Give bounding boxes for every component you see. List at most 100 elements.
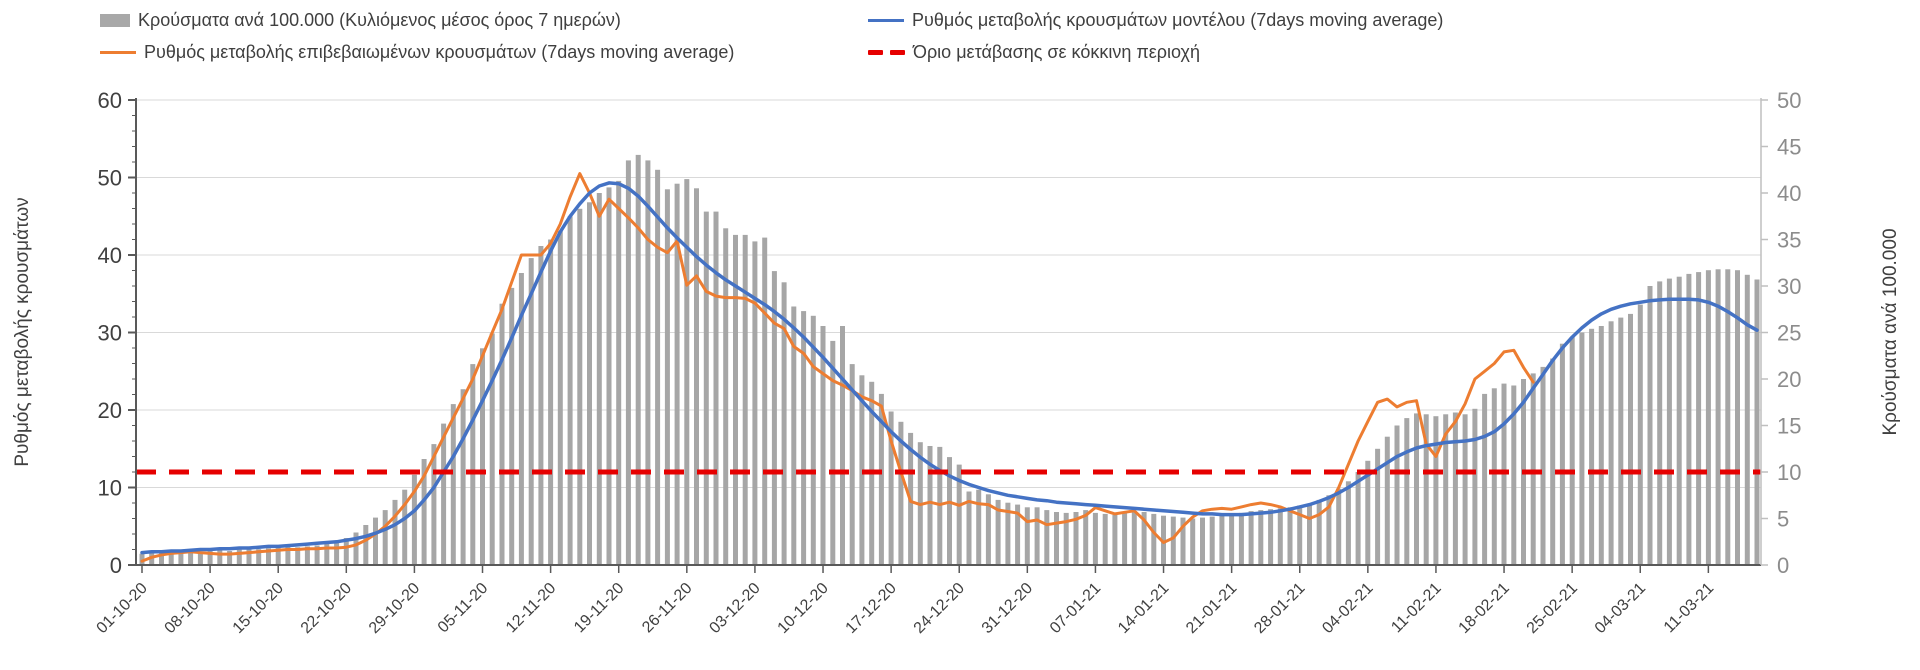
bar xyxy=(197,552,203,565)
bar xyxy=(1511,385,1517,565)
bar xyxy=(178,552,184,565)
bar xyxy=(149,552,155,565)
bar xyxy=(1735,270,1740,565)
bar xyxy=(840,326,845,565)
bar xyxy=(207,551,213,565)
x-tick-label: 14-01-21 xyxy=(1115,580,1172,637)
right-tick-label: 40 xyxy=(1777,181,1801,206)
bar xyxy=(227,551,233,565)
bar xyxy=(888,411,894,565)
bar xyxy=(859,375,865,565)
bar xyxy=(1112,514,1118,565)
bar xyxy=(1044,510,1050,565)
bar xyxy=(655,169,661,566)
confirmed-line-series xyxy=(140,172,1535,563)
legend-item-model-line: Ρυθμός μεταβολής κρουσμάτων μοντέλου (7d… xyxy=(868,10,1443,31)
bar xyxy=(1268,509,1274,565)
bar xyxy=(976,489,982,565)
bar xyxy=(528,258,534,565)
bar xyxy=(441,423,447,565)
x-tick-label: 29-10-20 xyxy=(366,580,423,637)
bar xyxy=(1628,313,1633,565)
gridlines xyxy=(136,99,1761,488)
bar xyxy=(947,457,952,565)
x-tick-label: 19-11-20 xyxy=(571,580,628,637)
bar xyxy=(557,231,563,565)
bar xyxy=(1092,512,1098,565)
bar xyxy=(324,543,330,565)
bar xyxy=(810,315,816,565)
bar xyxy=(1073,512,1079,565)
bar xyxy=(1297,505,1303,565)
bar xyxy=(742,234,748,565)
bar xyxy=(139,553,145,565)
x-tick-label: 22-10-20 xyxy=(298,580,355,637)
bar xyxy=(645,160,651,565)
bar xyxy=(684,179,690,565)
confirmed-line-legend-swatch-icon xyxy=(100,51,136,54)
bar xyxy=(480,348,485,565)
bar xyxy=(1472,408,1478,565)
right-tick-label: 35 xyxy=(1777,228,1801,253)
bar xyxy=(830,340,836,565)
bar xyxy=(431,444,437,565)
right-tick-label: 10 xyxy=(1777,460,1801,485)
bar xyxy=(1141,512,1147,565)
bars-legend-swatch-icon xyxy=(100,14,130,27)
bar xyxy=(771,271,777,565)
bar xyxy=(1238,512,1244,565)
right-tick-label: 0 xyxy=(1777,553,1789,578)
bar xyxy=(1384,436,1390,565)
bar xyxy=(587,202,592,566)
bar xyxy=(1345,481,1351,565)
bar xyxy=(1482,393,1488,565)
bar xyxy=(1355,472,1361,565)
bar xyxy=(1491,388,1497,565)
bar xyxy=(1550,358,1556,565)
bar xyxy=(275,547,281,565)
right-tick-label: 20 xyxy=(1777,367,1801,392)
x-tick-label: 01-10-20 xyxy=(94,580,151,637)
bar xyxy=(1637,304,1643,565)
bar xyxy=(1744,274,1750,565)
bar xyxy=(1666,278,1672,565)
bar xyxy=(1258,510,1264,565)
bar xyxy=(1394,425,1400,565)
bar xyxy=(1579,332,1585,565)
right-axis-title: Κρούσματα ανά 100.000 xyxy=(1880,228,1901,435)
bar xyxy=(392,499,398,565)
bar xyxy=(1404,418,1410,565)
bar xyxy=(499,303,505,565)
bar xyxy=(995,499,1001,565)
bar xyxy=(236,549,242,565)
bar xyxy=(1414,413,1419,565)
bar xyxy=(596,193,602,565)
right-tick-label: 25 xyxy=(1777,321,1801,346)
bar xyxy=(159,552,164,565)
bar xyxy=(1530,373,1536,565)
bar xyxy=(489,333,495,565)
bar xyxy=(1316,499,1322,565)
bar xyxy=(694,188,699,566)
bar xyxy=(762,237,768,565)
x-tick-label: 05-11-20 xyxy=(435,580,492,637)
bar xyxy=(1063,512,1069,565)
bar xyxy=(334,541,340,566)
bar xyxy=(1433,416,1439,565)
bar xyxy=(1024,507,1030,565)
bar xyxy=(217,550,223,565)
bar xyxy=(548,239,554,565)
confirmed-line-legend-label: Ρυθμός μεταβολής επιβεβαιωμένων κρουσμάτ… xyxy=(144,42,735,62)
bar xyxy=(1462,414,1468,565)
bar xyxy=(985,494,991,565)
x-tick-label: 08-10-20 xyxy=(162,580,219,637)
x-tick-label: 11-03-21 xyxy=(1661,580,1718,637)
bar xyxy=(1336,488,1342,565)
bar xyxy=(285,546,291,565)
bar xyxy=(1365,460,1371,565)
bar xyxy=(1131,511,1137,565)
bar xyxy=(1696,272,1702,565)
bar xyxy=(1589,328,1595,565)
